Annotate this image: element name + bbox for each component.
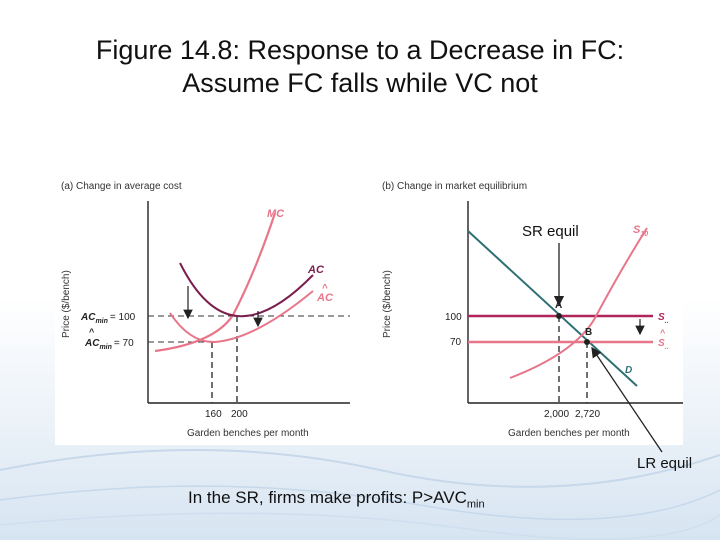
acmin-hat-caret-icon: ^ <box>89 327 95 337</box>
ac-hat-label: AC <box>316 292 334 304</box>
panel-b-xtick-2000: 2,000 <box>544 409 569 420</box>
point-b-label: B <box>585 327 592 338</box>
panel-b-heading: (b) Change in market equilibrium <box>382 181 527 192</box>
panel-a-xlabel: Garden benches per month <box>187 428 309 439</box>
point-a-marker <box>556 313 562 319</box>
s-hat-label: S.. <box>658 338 669 351</box>
ac-curve <box>179 262 314 318</box>
sr-equil-label: SR equil <box>522 223 579 240</box>
slide-title-line2: Assume FC falls while VC not <box>182 68 538 98</box>
panel-b: (b) Change in market equilibrium Price (… <box>382 181 683 439</box>
figure-background <box>55 173 683 445</box>
s-label: S.. <box>658 312 669 325</box>
s10-label: S10 <box>633 224 648 238</box>
panel-b-ylabel: Price ($/bench) <box>382 270 393 338</box>
ac-hat-curve <box>169 290 314 344</box>
panel-b-xlabel: Garden benches per month <box>508 428 630 439</box>
slide-caption: In the SR, firms make profits: P>AVCmin <box>188 488 485 510</box>
panel-b-xtick-2720: 2,720 <box>575 409 600 420</box>
s-hat-caret-icon: ^ <box>660 328 666 338</box>
slide-title-line1: Figure 14.8: Response to a Decrease in F… <box>95 35 625 65</box>
panel-b-ytick-70: 70 <box>450 337 462 348</box>
demand-curve <box>467 230 638 387</box>
panel-a: (a) Change in average cost Price ($/benc… <box>61 181 350 439</box>
supply-s10-curve <box>509 227 648 379</box>
demand-label: D <box>625 365 632 376</box>
figure-14-8: (a) Change in average cost Price ($/benc… <box>55 173 683 445</box>
caption-subscript: min <box>466 498 485 511</box>
panel-b-ytick-100: 100 <box>445 312 462 323</box>
lr-equil-label: LR equil <box>637 455 692 472</box>
acmin-hat-tick: ACmin = 70 <box>84 338 134 351</box>
ac-hat-caret-icon: ^ <box>322 283 328 294</box>
ac-label: AC <box>307 264 325 276</box>
panel-a-ylabel: Price ($/bench) <box>61 270 72 338</box>
caption-text: In the SR, firms make profits: P>AVC <box>188 488 467 507</box>
panel-a-xtick-200: 200 <box>231 409 248 420</box>
slide-title: Figure 14.8: Response to a Decrease in F… <box>0 34 720 100</box>
panel-a-heading: (a) Change in average cost <box>61 181 182 192</box>
mc-label: MC <box>267 208 285 220</box>
acmin-tick: ACmin = 100 <box>80 312 136 325</box>
point-b-marker <box>584 339 590 345</box>
lr-equil-arrow <box>591 346 663 453</box>
panel-a-xtick-160: 160 <box>205 409 222 420</box>
